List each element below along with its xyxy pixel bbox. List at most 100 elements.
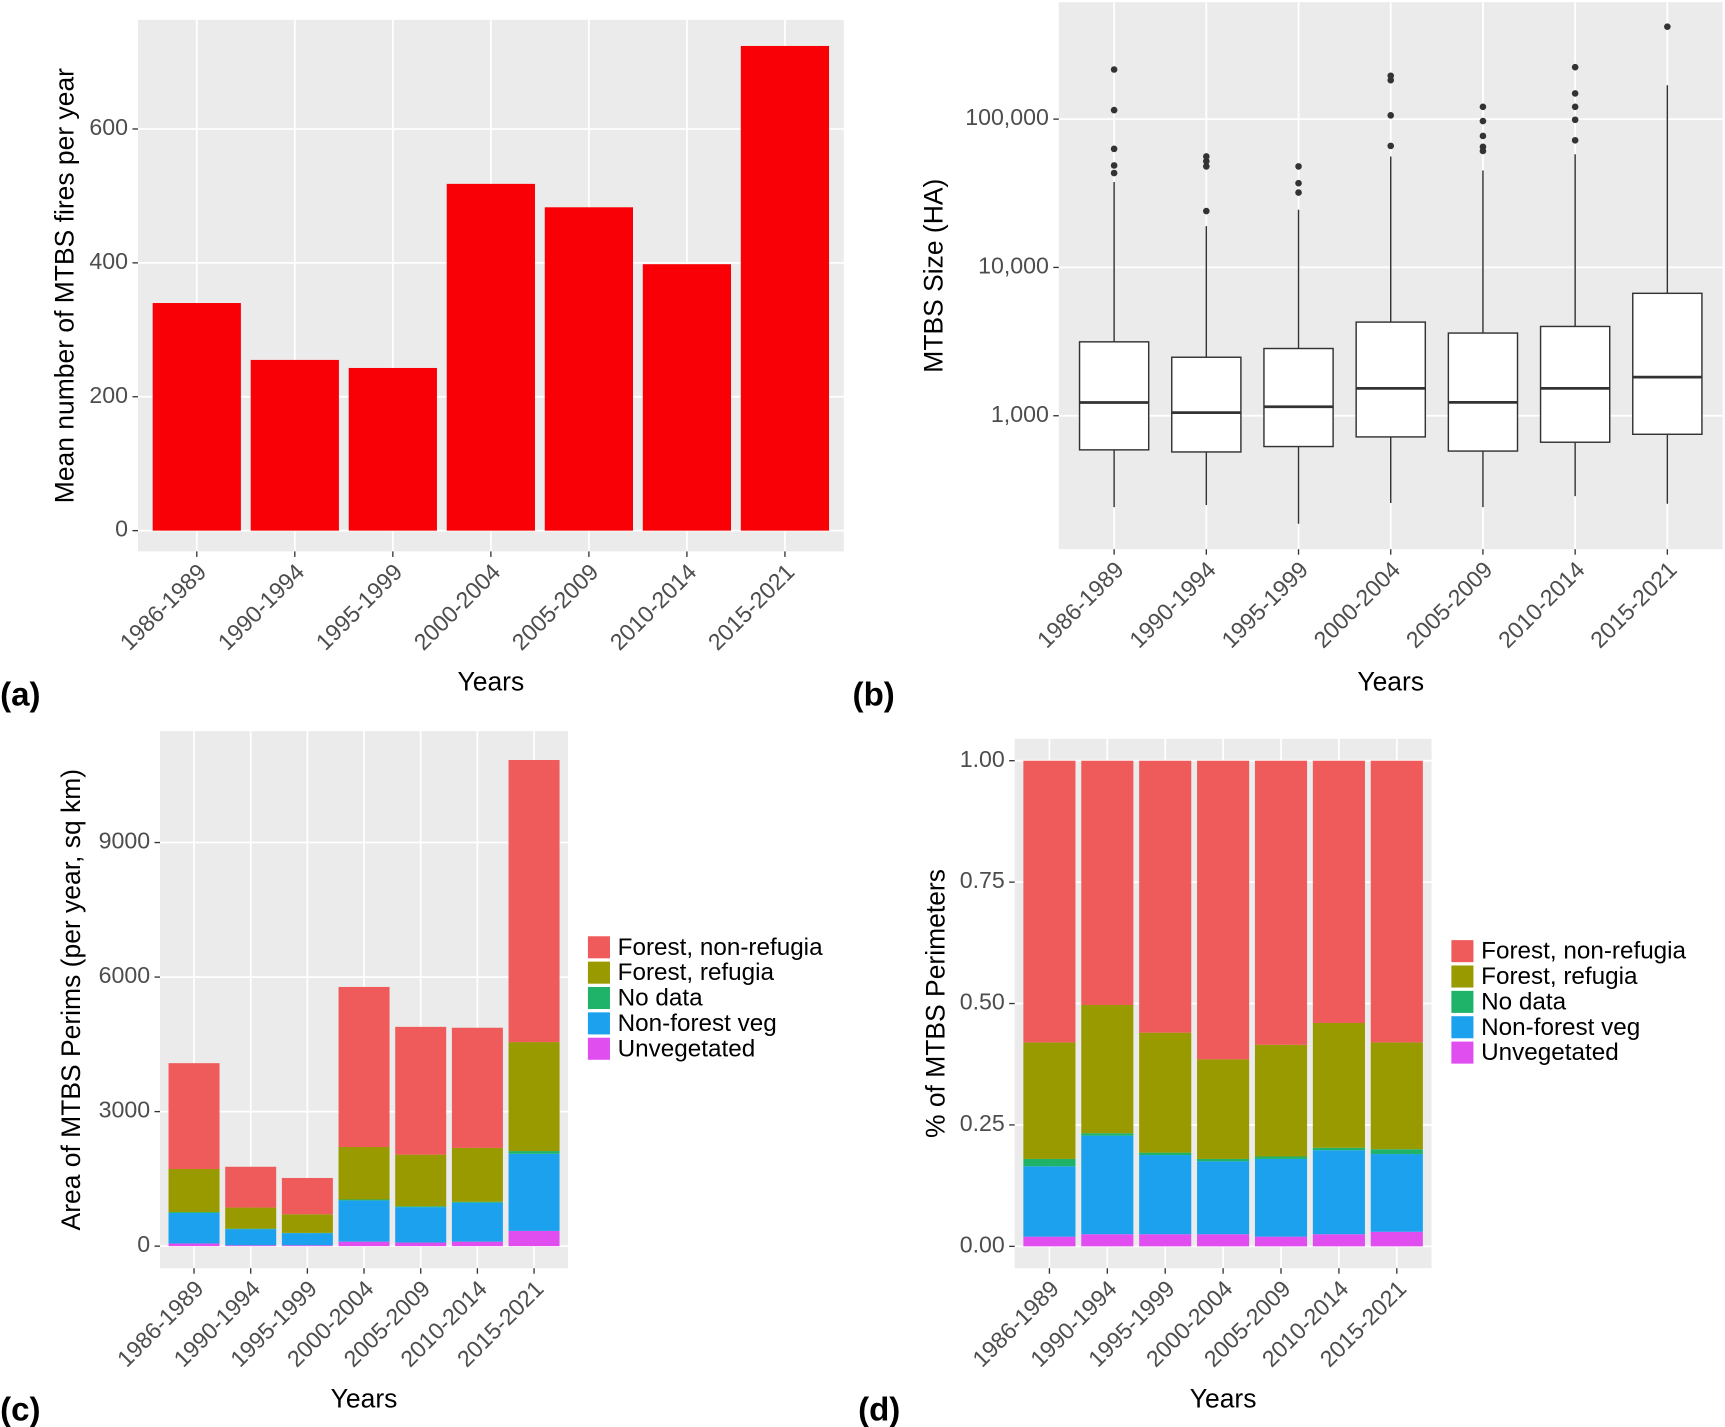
bar: [348, 367, 437, 531]
bar-segment: [1081, 1135, 1134, 1235]
bar: [544, 207, 633, 531]
legend-label: Unvegetated: [618, 1035, 756, 1062]
legend-key: [1451, 940, 1474, 963]
x-tick-label: 1990-1994: [213, 558, 310, 655]
bar-segment: [1312, 1234, 1365, 1247]
y-tick-label: 10,000: [978, 253, 1049, 279]
bar-segment: [1312, 760, 1365, 1023]
legend-key: [587, 961, 610, 984]
y-axis-title: % of MTBS Perimeters: [920, 869, 950, 1138]
bar-segment: [1254, 1044, 1308, 1157]
outlier: [1203, 163, 1210, 170]
y-tick-label: 1,000: [991, 401, 1049, 427]
outlier: [1203, 157, 1210, 165]
panel-label: (b): [853, 677, 895, 714]
bar-segment: [338, 1241, 390, 1247]
bar-segment: [338, 1147, 390, 1200]
outlier: [1110, 169, 1118, 177]
x-tick-label: 2010-2014: [1493, 556, 1590, 653]
bar-segment: [1254, 1156, 1308, 1159]
x-tick-label: 2015-2021: [703, 559, 800, 656]
x-tick-label: 1995-1999: [1216, 556, 1313, 653]
box: [1447, 332, 1519, 452]
bar-segment: [451, 1201, 503, 1203]
bar-segment: [225, 1245, 277, 1247]
panel-label: (c): [0, 1391, 40, 1427]
y-tick-label: 0: [115, 516, 128, 542]
outlier: [1479, 117, 1487, 125]
bar-segment: [1370, 1042, 1423, 1150]
outlier: [1479, 143, 1487, 151]
bar-segment: [1023, 1236, 1076, 1247]
legend-label: Forest, non-refugia: [618, 934, 823, 961]
y-tick-label: 100,000: [965, 104, 1049, 130]
bar-segment: [1139, 1155, 1192, 1235]
legend-label: Unvegetated: [1481, 1039, 1619, 1066]
legend-label: Non-forest veg: [1481, 1014, 1640, 1041]
legend-key: [1451, 1041, 1474, 1064]
x-tick-label: 2015-2021: [1585, 556, 1682, 653]
bar-segment: [338, 1199, 390, 1201]
bar-segment: [451, 1202, 503, 1242]
bar-segment: [1081, 1234, 1134, 1247]
bar-segment: [1197, 1161, 1250, 1235]
y-axis-title: Mean number of MTBS fires per year: [49, 68, 79, 503]
x-tick-label: 1986-1989: [115, 559, 212, 656]
outlier: [1295, 189, 1302, 196]
bar-segment: [1139, 1032, 1192, 1153]
bar-segment: [395, 1206, 447, 1208]
bar-segment: [1370, 1231, 1423, 1247]
bar: [250, 359, 339, 531]
y-tick-label: 3000: [99, 1097, 150, 1123]
bar-segment: [508, 1230, 560, 1247]
y-tick-label: 1.00: [960, 746, 1005, 772]
y-tick-label: 0.75: [960, 867, 1005, 893]
bar-segment: [225, 1229, 277, 1246]
bar-segment: [1312, 1147, 1365, 1151]
bar-segment: [1254, 1158, 1308, 1237]
bar-segment: [225, 1207, 277, 1229]
outlier: [1387, 142, 1395, 150]
legend-key: [587, 1012, 610, 1035]
bar-segment: [395, 1207, 447, 1243]
outlier: [1110, 106, 1118, 114]
x-tick-label: 1995-1999: [311, 559, 408, 656]
outlier: [1387, 72, 1395, 80]
outlier: [1110, 145, 1118, 153]
bar-segment: [1312, 1150, 1365, 1235]
y-tick-label: 0.50: [960, 989, 1005, 1015]
outlier: [1571, 116, 1579, 124]
legend-key: [587, 986, 610, 1010]
box: [1539, 325, 1611, 443]
box: [1632, 292, 1703, 435]
legend-label: Forest, non-refugia: [1481, 938, 1686, 965]
outlier: [1571, 103, 1579, 111]
y-tick-label: 400: [89, 248, 128, 274]
bar-segment: [168, 1212, 220, 1213]
bar-segment: [225, 1166, 277, 1208]
x-axis-title: Years: [1190, 1384, 1257, 1414]
bar-segment: [281, 1233, 333, 1246]
legend-key: [1451, 965, 1474, 988]
bar-segment: [1197, 1234, 1250, 1247]
outlier: [1664, 23, 1671, 30]
bar-segment: [281, 1214, 333, 1233]
bar-segment: [451, 1241, 503, 1247]
x-tick-label: 1986-1989: [1032, 556, 1129, 653]
bar-segment: [508, 760, 560, 1043]
legend-label: No data: [1481, 988, 1566, 1015]
legend-key: [587, 936, 610, 959]
outlier: [1295, 163, 1302, 170]
y-tick-label: 600: [89, 114, 128, 140]
bar-segment: [1023, 760, 1076, 1043]
bar-segment: [1023, 1042, 1076, 1159]
x-axis-title: Years: [1357, 667, 1424, 697]
bar-segment: [451, 1027, 503, 1148]
legend-label: Forest, refugia: [1481, 963, 1638, 990]
bar-segment: [1139, 1152, 1192, 1156]
outlier: [1571, 90, 1579, 97]
x-axis-title: Years: [331, 1384, 398, 1414]
x-tick-label: 2000-2004: [1309, 556, 1406, 653]
bar-segment: [338, 1200, 390, 1242]
